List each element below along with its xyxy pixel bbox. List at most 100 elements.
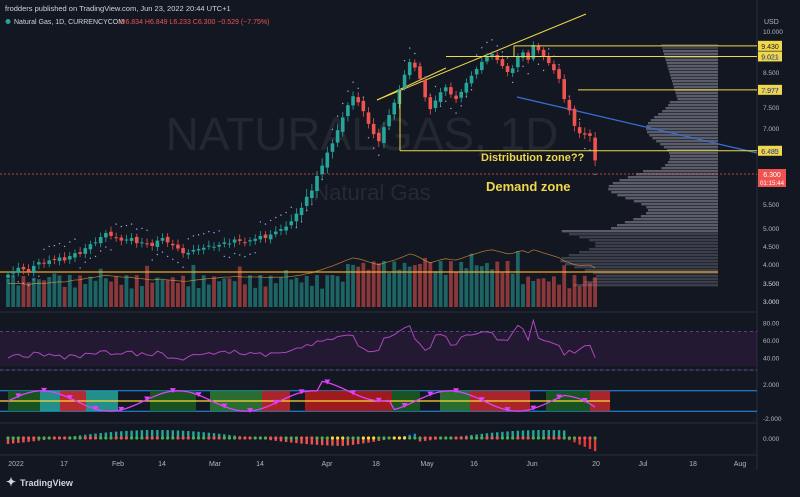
sar-dot [141,227,143,230]
volume-bar [78,275,82,307]
momentum-bar [516,430,520,438]
sar-dot [110,249,112,251]
momentum-dot [531,436,535,440]
volume-bar [531,280,536,307]
volume-bar [392,261,397,307]
volume-bar [52,273,57,307]
momentum-dot [557,436,561,440]
volume-profile-row [646,128,718,131]
volume-profile-row [661,44,718,47]
momentum-bar [84,434,87,438]
momentum-bar [300,438,303,444]
candle-body [577,127,582,134]
volume-bar [588,282,592,307]
time-tick-label: Apr [322,461,334,468]
momentum-dot [418,436,422,440]
volume-bar [284,270,288,307]
volume-bar [505,261,510,307]
volume-profile-row [666,149,718,152]
candle-body [510,68,515,73]
candle-body [588,133,592,136]
candle-body [26,268,31,272]
candle-body [418,66,422,79]
momentum-dot [279,436,283,440]
time-tick-label: 20 [592,461,600,468]
momentum-bar [192,431,195,438]
candle-body [377,132,381,142]
sar-dot [172,258,174,260]
candle-body [171,243,175,246]
volume-profile-row [649,134,718,137]
volume-bar [289,279,294,307]
momentum-bar [485,433,489,438]
volume-bar [567,288,572,307]
candle-body [243,242,247,244]
volume-profile-row [608,185,718,188]
momentum-dot [310,436,314,440]
momentum-dot [469,436,474,440]
volume-bar [407,266,412,307]
volume-profile-row [664,56,718,59]
momentum-dot [588,436,592,440]
volume-profile-row [633,218,718,221]
candle-body [140,242,144,244]
sar-dot [223,255,225,258]
momentum-dot [176,436,180,440]
momentum-dot [495,436,499,440]
momentum-dot [6,436,10,440]
candle-body [42,262,46,264]
momentum-bar [166,430,169,438]
momentum-dot [263,436,268,440]
momentum-dot [145,436,149,440]
volume-bar [309,285,314,307]
momentum-dot [52,436,56,440]
volume-profile-row [669,101,718,104]
volume-bar [315,275,319,307]
volume-profile-row [669,71,718,74]
sar-dot [125,224,128,227]
volume-bar [119,284,124,307]
momentum-bar [367,438,370,443]
time-tick-label: 2022 [8,461,24,468]
annotation-demand-zone: Demand zone [486,179,571,194]
momentum-bar [22,438,25,443]
sar-dot [213,232,215,234]
sar-dot [450,107,452,110]
candle-body [330,143,335,152]
momentum-bar [413,433,417,438]
price-tick-label: 10.000 [763,29,783,36]
momentum-bar [217,433,221,438]
momentum-bar [89,434,92,438]
momentum-dot [114,436,118,440]
volume-bar [6,279,10,307]
momentum-dot [593,436,597,440]
candle-body [31,265,36,273]
momentum-dot [500,436,504,440]
volume-bar [98,268,103,307]
volume-bar [253,287,258,307]
volume-bar [140,285,144,307]
volume-profile-row [561,257,718,260]
volume-profile-row [646,206,718,209]
momentum-bar [336,438,339,446]
momentum-dot [150,436,154,440]
sar-dot [357,87,359,90]
momentum-dot [542,436,546,440]
sar-dot [486,41,488,44]
candle-body [449,87,453,95]
volume-bar [155,277,160,307]
candle-body [387,114,391,127]
sar-dot [244,256,246,258]
sar-dot [290,206,292,208]
sar-dot [403,60,406,62]
price-tick-label: 3.500 [763,281,780,288]
volume-profile-row [677,98,718,101]
momentum-dot [382,436,386,440]
volume-bar [423,257,428,307]
volume-bar [62,286,67,307]
level-label-6.485: 6.485 [761,149,779,156]
momentum-bar [181,430,185,438]
currency-label: USD [764,19,779,26]
momentum-dot [68,436,72,440]
momentum-dot [212,436,216,440]
